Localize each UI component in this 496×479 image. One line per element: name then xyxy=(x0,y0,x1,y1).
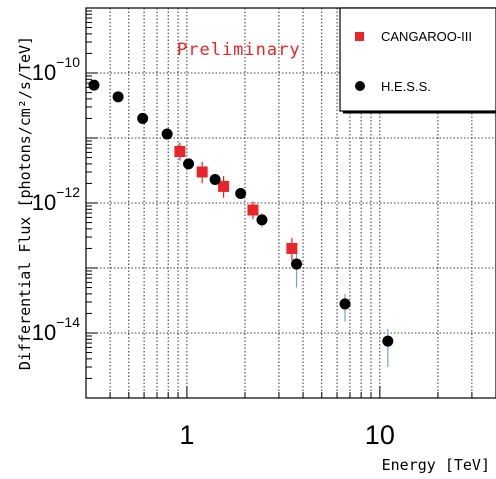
point-cangaroo-iii xyxy=(286,242,298,254)
point-h-e-s-s xyxy=(183,158,195,170)
legend-marker-hess xyxy=(355,81,365,91)
x-axis-label: Energy [TeV] xyxy=(382,456,490,474)
data-markers xyxy=(88,79,394,347)
y-tick-labels: 10−10 10−12 10−14 xyxy=(32,54,80,345)
point-h-e-s-s xyxy=(235,188,247,200)
point-h-e-s-s xyxy=(291,258,303,270)
y-tick-label: 10−10 xyxy=(32,54,80,85)
x-tick-label: 10 xyxy=(365,420,395,450)
point-h-e-s-s xyxy=(382,335,394,347)
point-h-e-s-s xyxy=(256,214,268,226)
legend-box xyxy=(339,7,496,112)
axis-ticks xyxy=(85,10,473,398)
point-h-e-s-s xyxy=(137,112,149,124)
preliminary-annotation: Preliminary xyxy=(177,40,301,60)
legend-label-hess: H.E.S.S. xyxy=(381,79,431,94)
y-tick-label: 10−14 xyxy=(32,314,80,345)
x-tick-labels: 1 10 xyxy=(179,420,394,450)
point-h-e-s-s xyxy=(161,128,173,140)
point-cangaroo-iii xyxy=(218,180,230,192)
point-h-e-s-s xyxy=(112,91,124,103)
legend-marker-cangaroo xyxy=(355,32,364,41)
legend: CANGAROO-III H.E.S.S. xyxy=(339,7,496,114)
point-cangaroo-iii xyxy=(196,166,208,178)
y-axis-label: Differential Flux [photons/cm²/s/TeV] xyxy=(16,36,34,370)
point-cangaroo-iii xyxy=(174,145,186,157)
point-h-e-s-s xyxy=(339,298,351,310)
point-h-e-s-s xyxy=(88,79,100,91)
x-tick-label: 1 xyxy=(179,420,194,450)
error-bars xyxy=(93,83,389,367)
legend-label-cangaroo: CANGAROO-III xyxy=(381,29,472,44)
point-h-e-s-s xyxy=(209,173,221,185)
y-tick-label: 10−12 xyxy=(32,184,80,215)
point-cangaroo-iii xyxy=(247,204,259,216)
